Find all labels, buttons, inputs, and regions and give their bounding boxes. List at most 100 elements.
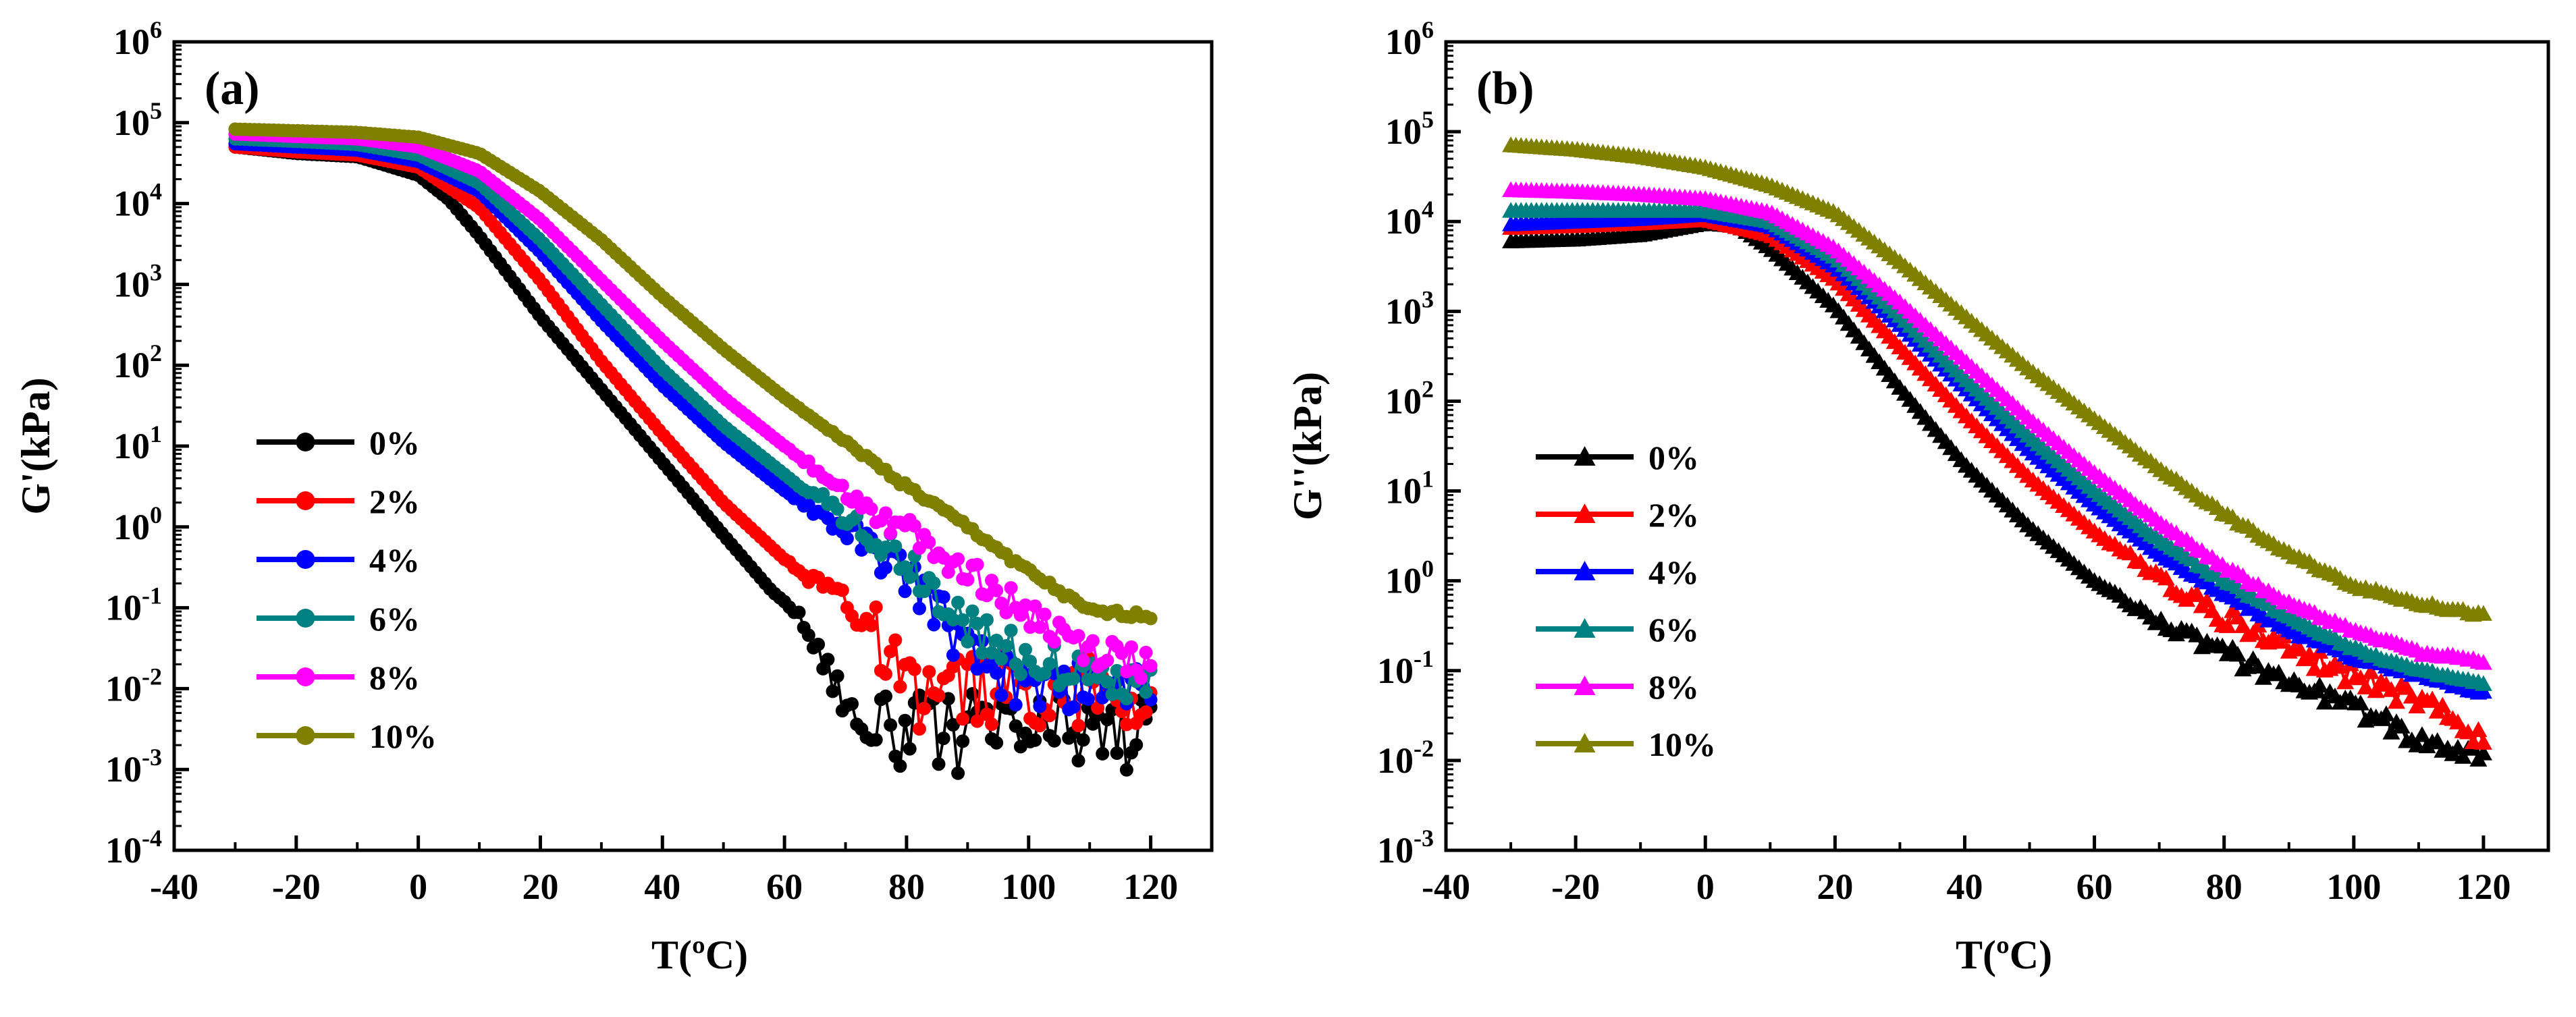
chart-panel-a: -40 -20 0 20 40 60 80 100 120 10-4 10-3 10-2 10-1 100… xyxy=(14,16,1214,977)
legend-label: 10% xyxy=(1648,725,1716,763)
data-point xyxy=(2357,678,2375,694)
data-point xyxy=(2228,646,2247,662)
data-point xyxy=(2434,696,2452,713)
data-point xyxy=(922,535,936,549)
x-axis-title: T(ºC) xyxy=(1956,933,2052,977)
data-point xyxy=(990,666,1004,680)
data-point xyxy=(951,552,965,566)
x-tick-label: 100 xyxy=(2326,867,2381,907)
x-tick-label: 100 xyxy=(1001,867,1056,907)
data-point xyxy=(2315,694,2334,710)
data-point xyxy=(1100,675,1115,689)
data-point xyxy=(1125,640,1138,654)
y-tick-label: 10-2 xyxy=(1377,735,1434,781)
data-point xyxy=(1144,659,1158,673)
data-point xyxy=(2157,570,2175,586)
series-10pct xyxy=(228,122,1158,626)
legend-label: 6% xyxy=(1648,611,1699,649)
data-point xyxy=(903,742,917,756)
data-point xyxy=(1067,671,1081,686)
panel-label: (a) xyxy=(205,63,260,115)
data-point xyxy=(946,718,960,732)
legend-label: 8% xyxy=(369,659,420,696)
data-point xyxy=(2413,726,2431,742)
data-point xyxy=(884,718,898,732)
data-point xyxy=(1023,655,1038,669)
data-point xyxy=(869,733,883,747)
y-tick-label: 105 xyxy=(113,97,162,143)
data-point xyxy=(2454,748,2472,764)
data-point xyxy=(1047,734,1061,748)
y-tick-label: 100 xyxy=(1385,555,1434,601)
data-point xyxy=(913,541,926,555)
y-tick-label: 103 xyxy=(1385,285,1434,331)
data-point xyxy=(2218,617,2236,634)
data-point xyxy=(2377,705,2395,721)
data-point xyxy=(1110,663,1124,678)
data-point xyxy=(1139,705,1153,719)
plot-frame xyxy=(1444,40,2550,852)
legend-item: 0% xyxy=(1536,439,1699,476)
data-point xyxy=(1071,719,1085,733)
data-point xyxy=(1028,733,1042,747)
legend-label: 10% xyxy=(369,717,437,755)
data-point xyxy=(961,573,975,586)
data-point xyxy=(941,565,955,579)
data-point xyxy=(946,648,960,662)
data-point xyxy=(2290,639,2308,655)
data-point xyxy=(2469,721,2488,738)
data-point xyxy=(884,644,898,659)
data-point xyxy=(1009,719,1023,733)
data-point xyxy=(835,583,849,597)
chart-panel-b: -40 -20 0 20 40 60 80 100 120 10-3 10-2 10-1 100 101 1… xyxy=(1285,16,2550,977)
data-point xyxy=(792,605,806,620)
x-tick-label: 0 xyxy=(1696,867,1715,907)
data-point xyxy=(2198,591,2216,608)
data-point xyxy=(1144,611,1158,626)
y-tick-label: 10-3 xyxy=(1377,825,1434,871)
x-tick-label: -20 xyxy=(1551,867,1600,907)
legend-label: 6% xyxy=(369,600,420,638)
data-point xyxy=(951,595,965,609)
data-point xyxy=(2474,605,2492,621)
data-point xyxy=(2336,673,2355,690)
data-point xyxy=(1033,620,1047,634)
data-point xyxy=(879,689,892,703)
data-point xyxy=(2188,584,2206,601)
data-point xyxy=(884,526,898,541)
data-point xyxy=(932,688,946,703)
y-tick-label: 105 xyxy=(1385,106,1434,152)
data-point xyxy=(2388,692,2405,709)
data-point xyxy=(821,653,835,667)
data-point xyxy=(994,652,1009,666)
data-point xyxy=(2474,734,2492,750)
legend-item: 6% xyxy=(257,600,420,638)
data-point xyxy=(990,736,1004,750)
data-point xyxy=(980,613,994,627)
data-point xyxy=(811,637,826,651)
data-point xyxy=(1100,653,1115,667)
legend-item: 4% xyxy=(1536,553,1699,591)
data-point xyxy=(917,584,932,599)
data-point xyxy=(907,519,921,533)
legend-swatch-marker xyxy=(296,491,315,510)
y-tick-label: 102 xyxy=(113,339,162,385)
data-point xyxy=(2392,717,2411,734)
data-point xyxy=(951,766,965,780)
data-point xyxy=(907,662,921,676)
data-point xyxy=(840,532,854,545)
y-tick-label: 103 xyxy=(113,258,162,304)
data-point xyxy=(2305,660,2324,676)
x-tick-label: 40 xyxy=(1946,867,1983,907)
data-point xyxy=(917,701,932,715)
legend-swatch-marker xyxy=(296,726,315,745)
data-point xyxy=(985,717,998,732)
legend: 0% 2% 4% 6% 8% 10% xyxy=(1536,439,1716,763)
data-point xyxy=(2474,744,2492,761)
data-point xyxy=(1115,646,1129,660)
legend-item: 10% xyxy=(1536,725,1716,763)
legend-swatch-marker xyxy=(1574,503,1596,523)
data-point xyxy=(1042,657,1056,671)
data-point xyxy=(936,590,950,604)
data-point xyxy=(835,478,849,493)
